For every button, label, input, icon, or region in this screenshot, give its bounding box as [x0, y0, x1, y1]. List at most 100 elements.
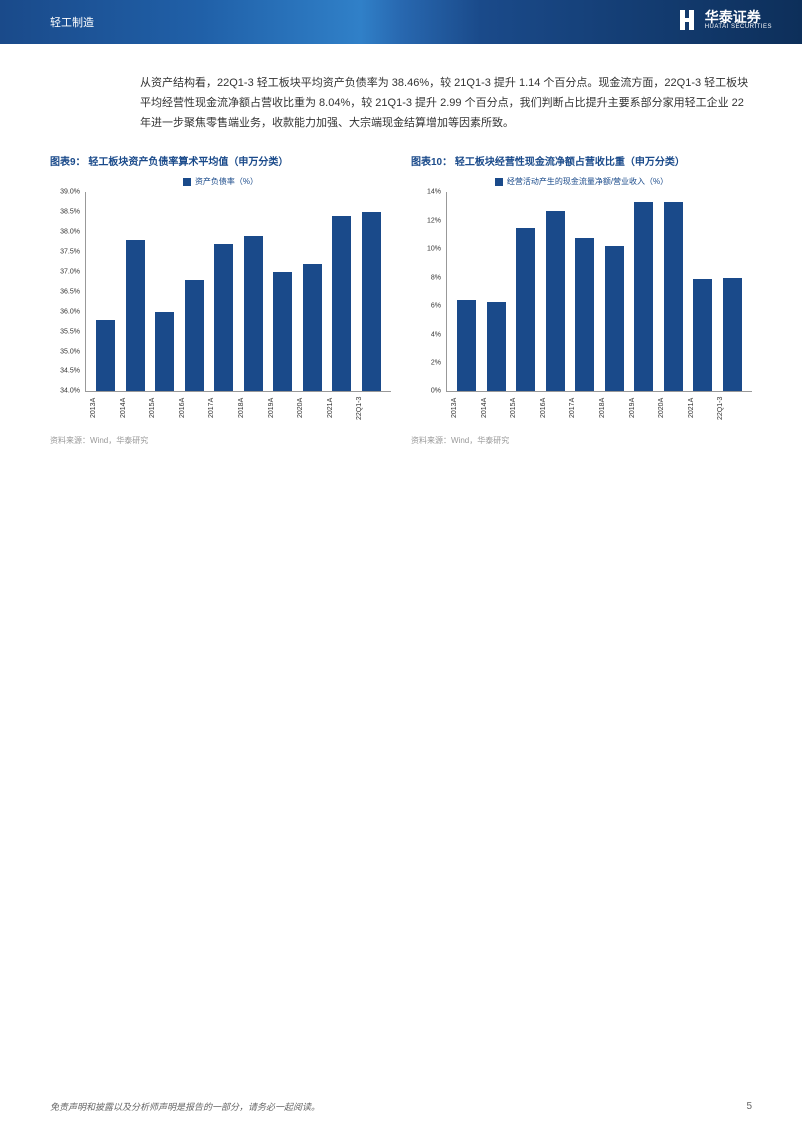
x-tick-label: 2021A [327, 392, 357, 427]
x-tick-label: 2019A [629, 392, 659, 427]
bar [546, 211, 565, 392]
x-tick-label: 2014A [120, 392, 150, 427]
bar-slot [327, 192, 357, 391]
x-tick-label: 2020A [658, 392, 688, 427]
x-tick-label: 22Q1-3 [717, 392, 747, 427]
bar [214, 244, 233, 391]
chart-9-legend-text: 资产负债率（%） [195, 177, 258, 186]
x-tick-label: 2018A [238, 392, 268, 427]
bar [664, 202, 683, 391]
y-tick-label: 38.0% [60, 229, 80, 236]
bar-slot [511, 192, 541, 391]
y-tick-label: 36.0% [60, 308, 80, 315]
bar-slot [150, 192, 180, 391]
bar-slot [357, 192, 387, 391]
logo-text-cn: 华泰证券 [705, 10, 772, 24]
y-tick-label: 2% [431, 359, 441, 366]
bar-slot [600, 192, 630, 391]
chart-9-source: 资料来源：Wind，华泰研究 [50, 435, 391, 446]
x-tick-label: 2019A [268, 392, 298, 427]
bar [487, 302, 506, 392]
y-tick-label: 37.0% [60, 268, 80, 275]
bar-slot [268, 192, 298, 391]
footer-disclaimer: 免责声明和披露以及分析师声明是报告的一部分，请务必一起阅读。 [50, 1100, 320, 1113]
bar-slot [718, 192, 748, 391]
bar-slot [91, 192, 121, 391]
bar-slot [180, 192, 210, 391]
bar [516, 228, 535, 391]
bar [634, 202, 653, 391]
chart-10-yaxis: 14%12%10%8%6%4%2%0% [409, 192, 444, 391]
x-tick-label: 22Q1-3 [356, 392, 386, 427]
chart-10-legend: 经营活动产生的现金流量净额/营业收入（%） [411, 176, 752, 187]
bar [303, 264, 322, 391]
bar [457, 300, 476, 391]
bar [96, 320, 115, 392]
x-tick-label: 2017A [569, 392, 599, 427]
y-tick-label: 14% [427, 189, 441, 196]
x-tick-label: 2020A [297, 392, 327, 427]
header-category: 轻工制造 [50, 14, 94, 30]
company-logo: 华泰证券 HUATAI SECURITIES [676, 8, 772, 32]
bar [332, 216, 351, 391]
y-tick-label: 8% [431, 274, 441, 281]
bar [244, 236, 263, 391]
footer-page-number: 5 [746, 1101, 752, 1112]
bar-slot [452, 192, 482, 391]
logo-text-en: HUATAI SECURITIES [705, 24, 772, 30]
chart-9-yaxis: 39.0%38.5%38.0%37.5%37.0%36.5%36.0%35.5%… [48, 192, 83, 391]
bar-slot [541, 192, 571, 391]
bar-slot [298, 192, 328, 391]
x-tick-label: 2014A [481, 392, 511, 427]
y-tick-label: 12% [427, 217, 441, 224]
bar-slot [659, 192, 689, 391]
y-tick-label: 38.5% [60, 209, 80, 216]
legend-swatch [495, 178, 503, 186]
chart-10-xaxis: 2013A2014A2015A2016A2017A2018A2019A2020A… [446, 392, 752, 427]
x-tick-label: 2013A [451, 392, 481, 427]
bar [273, 272, 292, 391]
chart-9-xaxis: 2013A2014A2015A2016A2017A2018A2019A2020A… [85, 392, 391, 427]
x-tick-label: 2016A [179, 392, 209, 427]
bar-slot [570, 192, 600, 391]
bar [126, 240, 145, 391]
y-tick-label: 34.0% [60, 388, 80, 395]
bar-slot [121, 192, 151, 391]
chart-9: 图表9： 轻工板块资产负债率算术平均值（申万分类） 资产负债率（%） 39.0%… [50, 153, 391, 446]
charts-container: 图表9： 轻工板块资产负债率算术平均值（申万分类） 资产负债率（%） 39.0%… [50, 153, 752, 446]
y-tick-label: 10% [427, 246, 441, 253]
y-tick-label: 4% [431, 331, 441, 338]
bar-slot [688, 192, 718, 391]
y-tick-label: 35.0% [60, 348, 80, 355]
bar [605, 246, 624, 391]
x-tick-label: 2015A [510, 392, 540, 427]
x-tick-label: 2021A [688, 392, 718, 427]
chart-9-plot: 39.0%38.5%38.0%37.5%37.0%36.5%36.0%35.5%… [85, 192, 391, 392]
bar [723, 278, 742, 392]
chart-10-plot: 14%12%10%8%6%4%2%0% [446, 192, 752, 392]
bar [185, 280, 204, 391]
chart-10-source: 资料来源：Wind，华泰研究 [411, 435, 752, 446]
y-tick-label: 37.5% [60, 249, 80, 256]
logo-icon [676, 8, 700, 32]
chart-9-title: 图表9： 轻工板块资产负债率算术平均值（申万分类） [50, 153, 391, 168]
page-header: 轻工制造 华泰证券 HUATAI SECURITIES [0, 0, 802, 44]
x-tick-label: 2018A [599, 392, 629, 427]
x-tick-label: 2013A [90, 392, 120, 427]
chart-10-bars [447, 192, 752, 391]
y-tick-label: 0% [431, 388, 441, 395]
x-tick-label: 2017A [208, 392, 238, 427]
x-tick-label: 2016A [540, 392, 570, 427]
page-footer: 免责声明和披露以及分析师声明是报告的一部分，请务必一起阅读。 5 [50, 1100, 752, 1113]
legend-swatch [183, 178, 191, 186]
bar-slot [482, 192, 512, 391]
y-tick-label: 35.5% [60, 328, 80, 335]
x-tick-label: 2015A [149, 392, 179, 427]
bar-slot [209, 192, 239, 391]
bar [362, 212, 381, 391]
bar-slot [239, 192, 269, 391]
y-tick-label: 36.5% [60, 288, 80, 295]
y-tick-label: 34.5% [60, 368, 80, 375]
chart-9-legend: 资产负债率（%） [50, 176, 391, 187]
chart-10: 图表10： 轻工板块经营性现金流净额占营收比重（申万分类） 经营活动产生的现金流… [411, 153, 752, 446]
